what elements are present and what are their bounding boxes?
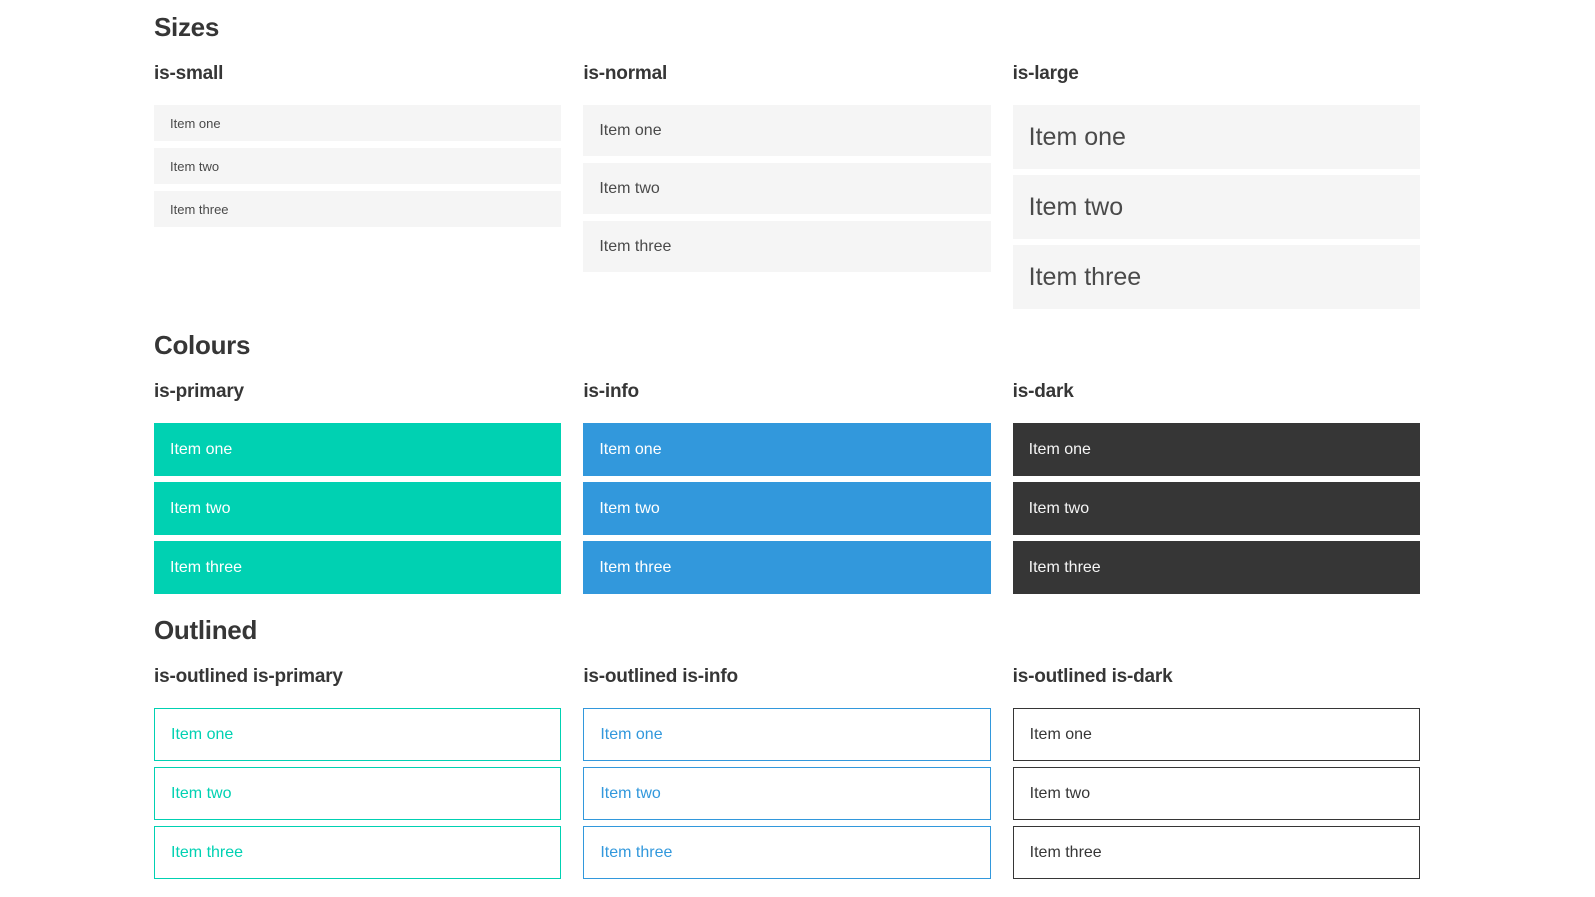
list-is-outlined-is-info: Item one Item two Item three (583, 708, 991, 885)
group-heading-is-outlined-is-dark: is-outlined is-dark (1012, 666, 1173, 687)
group-is-small: is-small Item one Item two Item three (154, 63, 562, 315)
list-item[interactable]: Item three (583, 826, 991, 879)
group-heading-is-info: is-info (583, 381, 639, 402)
list-item[interactable]: Item one (1012, 105, 1420, 169)
list-item[interactable]: Item two (154, 482, 562, 535)
group-heading-is-primary: is-primary (154, 381, 244, 402)
list-is-dark: Item one Item two Item three (1012, 423, 1420, 600)
group-heading-is-dark: is-dark (1012, 381, 1074, 402)
list-item[interactable]: Item three (1012, 245, 1420, 309)
group-is-outlined-is-primary: is-outlined is-primary Item one Item two… (154, 666, 562, 885)
group-is-outlined-is-info: is-outlined is-info Item one Item two It… (583, 666, 991, 885)
list-item[interactable]: Item two (1012, 767, 1420, 820)
section-title-outlined: Outlined (154, 615, 258, 645)
list-item[interactable]: Item three (154, 191, 562, 227)
list-is-outlined-is-primary: Item one Item two Item three (154, 708, 562, 885)
list-item[interactable]: Item one (583, 708, 991, 761)
list-item[interactable]: Item two (1012, 175, 1420, 239)
list-item[interactable]: Item three (1012, 826, 1420, 879)
list-item[interactable]: Item two (154, 148, 562, 184)
list-item[interactable]: Item three (1012, 541, 1420, 594)
list-item[interactable]: Item one (583, 423, 991, 476)
list-is-info: Item one Item two Item three (583, 423, 991, 600)
group-is-outlined-is-dark: is-outlined is-dark Item one Item two It… (1012, 666, 1420, 885)
list-is-small: Item one Item two Item three (154, 105, 562, 234)
list-item[interactable]: Item two (583, 767, 991, 820)
group-heading-is-normal: is-normal (583, 63, 668, 84)
list-item[interactable]: Item two (154, 767, 562, 820)
list-item[interactable]: Item two (583, 482, 991, 535)
list-is-primary: Item one Item two Item three (154, 423, 562, 600)
outlined-grid: is-outlined is-primary Item one Item two… (154, 667, 1420, 885)
group-is-normal: is-normal Item one Item two Item three (583, 63, 991, 315)
list-item[interactable]: Item one (154, 423, 562, 476)
list-item[interactable]: Item three (583, 221, 991, 272)
list-item[interactable]: Item two (583, 163, 991, 214)
group-heading-is-outlined-is-info: is-outlined is-info (583, 666, 738, 687)
list-item[interactable]: Item three (154, 541, 562, 594)
section-sizes: Sizes is-small Item one Item two Item th… (154, 14, 1420, 315)
group-is-dark: is-dark Item one Item two Item three (1012, 381, 1420, 600)
list-item[interactable]: Item one (1012, 423, 1420, 476)
list-item[interactable]: Item three (583, 541, 991, 594)
list-is-large: Item one Item two Item three (1012, 105, 1420, 315)
group-is-primary: is-primary Item one Item two Item three (154, 381, 562, 600)
group-is-large: is-large Item one Item two Item three (1012, 63, 1420, 315)
section-title-sizes: Sizes (154, 12, 219, 42)
sizes-grid: is-small Item one Item two Item three is… (154, 64, 1420, 315)
section-title-colours: Colours (154, 330, 251, 360)
list-item[interactable]: Item one (154, 708, 562, 761)
group-heading-is-large: is-large (1012, 63, 1079, 84)
group-is-info: is-info Item one Item two Item three (583, 381, 991, 600)
list-item[interactable]: Item three (154, 826, 562, 879)
section-colours: Colours is-primary Item one Item two Ite… (154, 332, 1420, 600)
list-item[interactable]: Item two (1012, 482, 1420, 535)
group-heading-is-outlined-is-primary: is-outlined is-primary (154, 666, 343, 687)
list-item[interactable]: Item one (1012, 708, 1420, 761)
list-is-normal: Item one Item two Item three (583, 105, 991, 279)
list-is-outlined-is-dark: Item one Item two Item three (1012, 708, 1420, 885)
list-item[interactable]: Item one (154, 105, 562, 141)
group-heading-is-small: is-small (154, 63, 224, 84)
colours-grid: is-primary Item one Item two Item three … (154, 382, 1420, 600)
section-outlined: Outlined is-outlined is-primary Item one… (154, 617, 1420, 885)
list-item[interactable]: Item one (583, 105, 991, 156)
page-content: Sizes is-small Item one Item two Item th… (154, 0, 1420, 885)
